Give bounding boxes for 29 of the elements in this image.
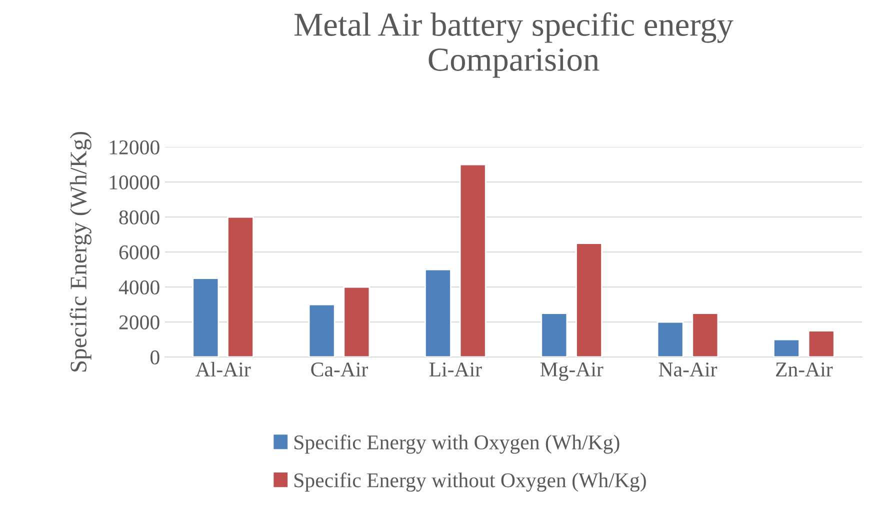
x-tick-label: Ca-Air — [311, 362, 368, 377]
bar — [343, 286, 370, 357]
x-tick-label: Li-Air — [429, 362, 482, 376]
y-tick-label: 8000 — [119, 210, 160, 224]
bar — [424, 268, 452, 357]
bar — [227, 216, 254, 357]
chart-title: Metal Air battery specific energy Comparision — [294, 12, 734, 78]
bar — [192, 278, 220, 357]
bar — [459, 164, 486, 357]
y-tick-label: 6000 — [119, 245, 160, 260]
bar — [808, 330, 835, 357]
y-tick-label: 10000 — [110, 175, 160, 190]
y-tick-label: 0 — [150, 350, 160, 364]
y-tick-label: 4000 — [118, 280, 160, 294]
bar — [773, 338, 800, 357]
bar — [692, 312, 719, 357]
y-tick-label: 12000 — [110, 140, 160, 154]
bar — [540, 312, 568, 357]
bar — [576, 242, 602, 357]
x-tick-label: Na-Air — [658, 362, 718, 377]
x-tick-label: Al-Air — [196, 362, 251, 376]
bar — [308, 304, 336, 357]
y-tick-label: 2000 — [119, 315, 160, 330]
legend-label: Specific Energy without Oxygen (Wh/Kg) — [294, 472, 646, 492]
y-axis-title: Specific Energy (Wh/Kg) — [70, 132, 92, 372]
x-tick-label: Zn-Air — [776, 362, 833, 376]
bar — [656, 321, 684, 357]
x-tick-label: Mg-Air — [540, 362, 604, 381]
legend-label: Specific Energy with Oxygen (Wh/Kg) — [294, 434, 620, 454]
